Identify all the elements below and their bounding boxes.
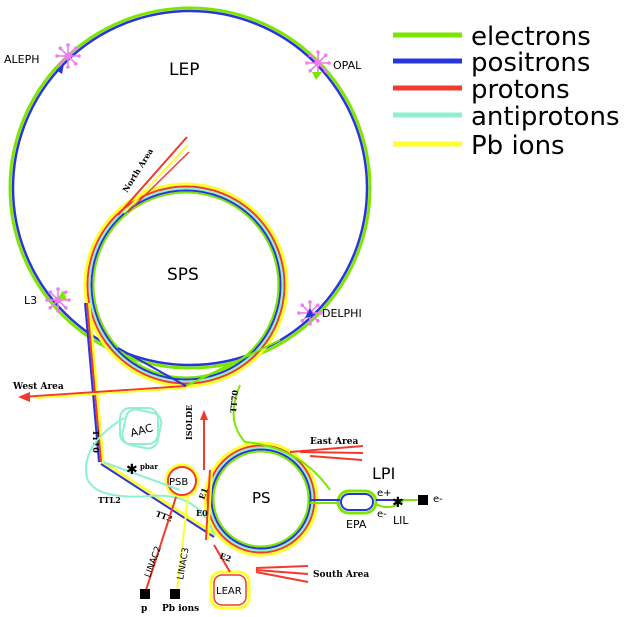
- isolde-label: ISOLDE: [184, 405, 194, 440]
- pbar-star: ✱: [126, 462, 138, 478]
- isolde-line: ISOLDE: [184, 405, 208, 470]
- lpi-label: LPI: [372, 464, 395, 483]
- legend-label-positrons: positrons: [471, 48, 590, 78]
- south-area-line: South Area: [255, 565, 369, 583]
- opal-label: OPAL: [333, 59, 362, 72]
- l3-label: L3: [24, 294, 37, 307]
- west-area-label: West Area: [12, 382, 64, 392]
- pb-ion-source-label: Pb ions: [162, 604, 199, 614]
- e-minus-source-label: e-: [433, 494, 443, 505]
- north-area-line: North Area: [117, 136, 190, 216]
- e2-label: E2: [218, 550, 232, 563]
- opal-burst-icon: [305, 50, 331, 76]
- legend-label-antiprotons: antiprotons: [471, 102, 619, 132]
- e1-label: E1: [196, 486, 209, 500]
- proton-source-label: p: [141, 604, 147, 614]
- lep-direction-arrows: [56, 64, 322, 318]
- pb-ion-source: [170, 589, 180, 599]
- east-area-label: East Area: [310, 437, 358, 447]
- east-area-line: East Area: [289, 437, 364, 461]
- opal-detector: OPAL: [305, 50, 362, 76]
- e-plus-label: e+: [377, 488, 392, 499]
- ps-label: PS: [252, 489, 271, 507]
- epa-ring: EPA: [336, 489, 378, 531]
- tt70-label: TT70: [228, 389, 240, 413]
- legend-label-protons: protons: [471, 75, 570, 105]
- ttl2-label: TTL2: [98, 495, 121, 505]
- converter-star: ✱: [392, 495, 404, 511]
- delphi-label: DELPHI: [322, 307, 362, 320]
- linac2-label: LINAC2: [143, 545, 163, 579]
- tt70-line: TT70: [228, 384, 331, 491]
- aleph-label: ALEPH: [4, 53, 40, 66]
- e0-label: E0: [196, 508, 208, 518]
- pbar-label: pbar: [140, 462, 158, 471]
- linac3-label: LINAC3: [176, 547, 191, 581]
- aleph-detector: ALEPH: [4, 43, 81, 69]
- west-area-line: West Area: [12, 382, 187, 402]
- ps-epa-link: [310, 499, 340, 504]
- aac-label: AAC: [129, 421, 155, 440]
- south-area-label: South Area: [313, 570, 369, 580]
- l3-burst-icon: [45, 287, 71, 313]
- legend-label-pb-ions: Pb ions: [471, 131, 565, 161]
- lear-label: LEAR: [216, 586, 242, 597]
- lil-linac: LIL LPI e+ e- ✱ e-: [372, 464, 443, 527]
- legend: electrons positrons protons antiprotons …: [393, 22, 619, 161]
- proton-source: [140, 589, 150, 599]
- psb-label: PSB: [169, 477, 188, 488]
- lear-ring: LEAR: [209, 570, 251, 610]
- psb-ring: PSB: [164, 463, 200, 499]
- sps-label: SPS: [167, 265, 199, 285]
- legend-label-electrons: electrons: [471, 22, 591, 52]
- sps-ring: SPS: [83, 182, 289, 388]
- sps-ps-transfer: [117, 339, 281, 387]
- lep-ring: LEP: [8, 6, 372, 370]
- lil-label: LIL: [393, 514, 409, 527]
- e-lines: E0 E1 E2: [196, 469, 233, 573]
- e-minus-label: e-: [377, 509, 387, 520]
- aleph-burst-icon: [55, 43, 81, 69]
- epa-label: EPA: [346, 518, 367, 531]
- lep-label: LEP: [169, 60, 199, 80]
- electron-gun: [418, 495, 428, 505]
- ttl2-line: TTL2: [85, 417, 215, 536]
- aac-ring: AAC: [119, 407, 163, 450]
